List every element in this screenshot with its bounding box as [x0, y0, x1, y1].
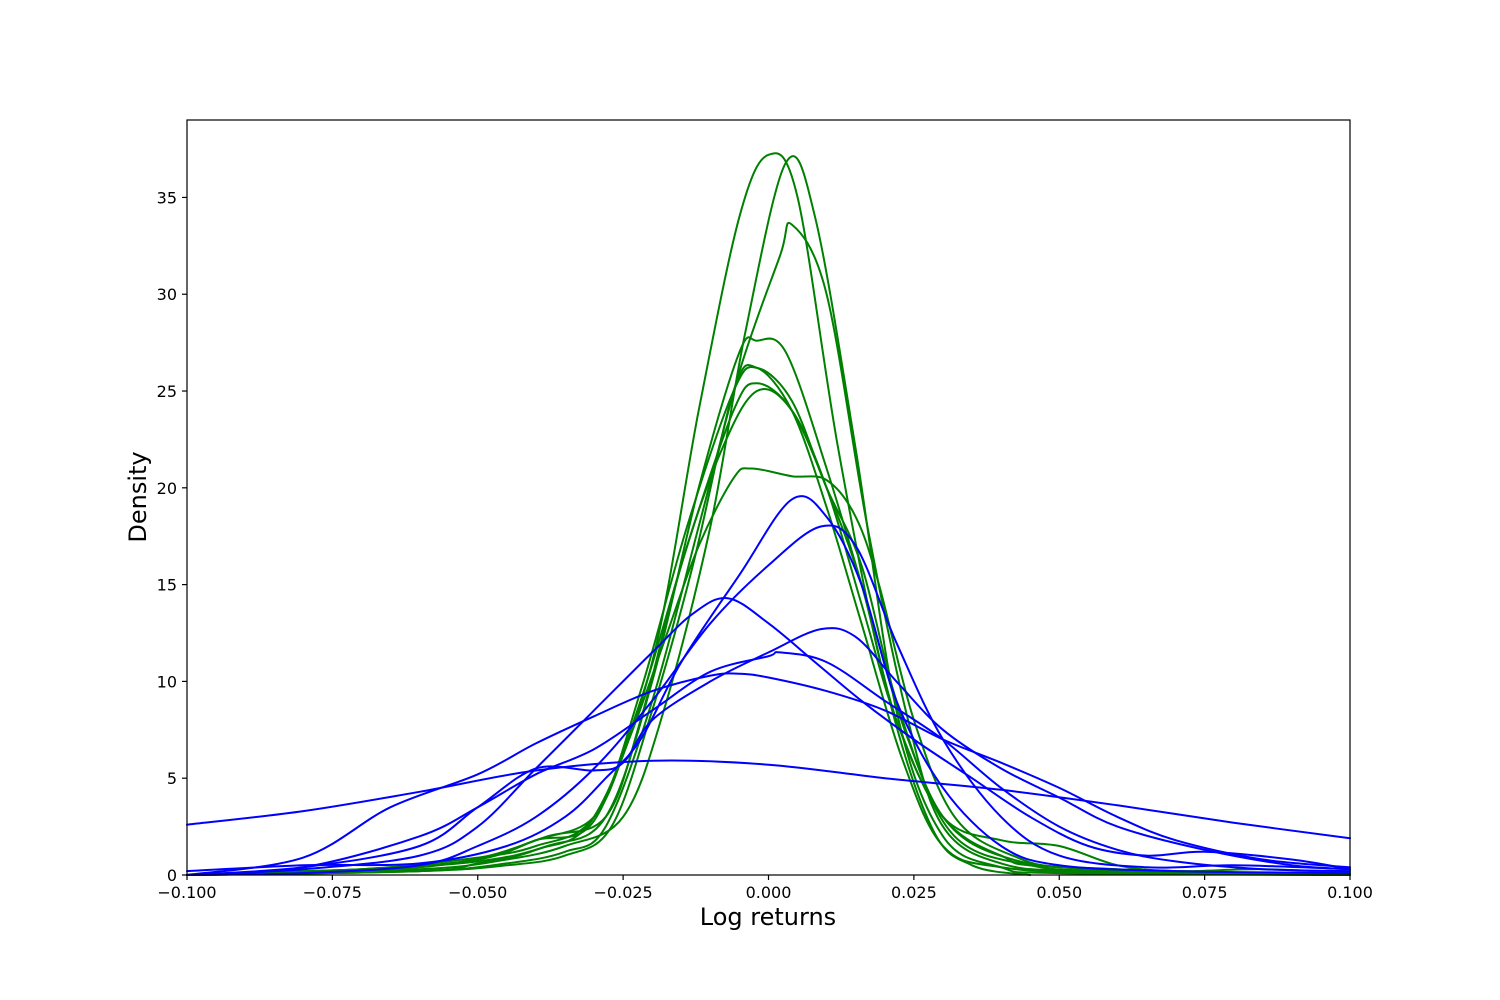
y-axis-title: Density [124, 451, 152, 542]
y-tick-label: 15 [157, 576, 177, 595]
x-tick-label: 0.075 [1182, 883, 1228, 902]
series-line-blue-11 [186, 495, 1351, 875]
y-tick-label: 10 [157, 672, 177, 691]
y-tick-label: 30 [157, 285, 177, 304]
x-tick-label: −0.100 [157, 883, 216, 902]
x-tick-label: −0.075 [303, 883, 362, 902]
y-tick-label: 5 [167, 769, 177, 788]
series-line-blue-13 [186, 597, 1351, 876]
x-tick-label: 0.025 [891, 883, 937, 902]
series-line-green-1 [186, 152, 1032, 876]
series-line-blue-14 [186, 651, 1351, 876]
x-axis: −0.100 −0.075 −0.050 −0.025 0.000 0.025 0.050 0… [157, 875, 1373, 902]
plot-frame [186, 119, 1351, 876]
series-line-blue-15 [186, 627, 1351, 876]
y-tick-label: 0 [167, 866, 177, 885]
x-tick-label: 0.050 [1036, 883, 1082, 902]
series-line-blue-16 [186, 672, 1351, 876]
x-tick-label: 0.100 [1327, 883, 1373, 902]
plot-lines [186, 152, 1351, 876]
x-tick-label: −0.050 [448, 883, 507, 902]
series-line-green-5 [186, 366, 1351, 876]
series-line-green-3 [186, 221, 1351, 876]
y-axis: 0 5 10 15 20 25 30 35 [157, 188, 187, 885]
y-tick-label: 25 [157, 382, 177, 401]
series-line-green-9 [186, 364, 1351, 876]
x-axis-title: Log returns [700, 903, 836, 931]
x-tick-label: 0.000 [746, 883, 792, 902]
series-line-green-6 [186, 382, 1351, 876]
x-tick-label: −0.025 [594, 883, 653, 902]
series-line-blue-10 [186, 759, 1351, 840]
series-line-green-2 [186, 155, 1351, 876]
y-tick-label: 20 [157, 479, 177, 498]
series-line-green-4 [186, 336, 1351, 876]
series-line-blue-12 [186, 524, 1351, 876]
y-tick-label: 35 [157, 188, 177, 207]
